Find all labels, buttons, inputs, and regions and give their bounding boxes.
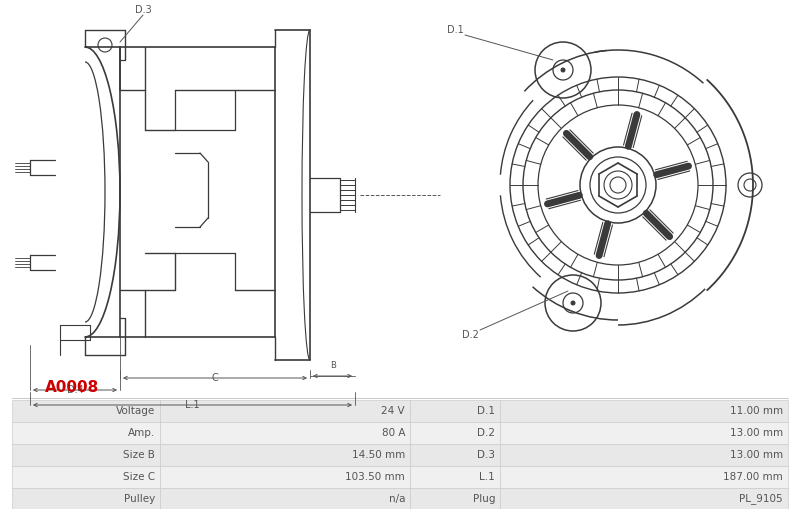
Text: B: B [330, 361, 336, 371]
Text: D.2: D.2 [477, 428, 495, 438]
Text: 24 V: 24 V [382, 406, 405, 416]
Text: Voltage: Voltage [116, 406, 155, 416]
Bar [160, 488, 410, 509]
Text: Size C: Size C [123, 472, 155, 482]
Text: 13.00 mm: 13.00 mm [730, 450, 783, 460]
Text: L.1: L.1 [479, 472, 495, 482]
Text: Size B: Size B [123, 450, 155, 460]
Text: PL_9105: PL_9105 [739, 494, 783, 504]
Text: Pulley: Pulley [124, 494, 155, 504]
Text: A0008: A0008 [45, 381, 99, 395]
Bar [12, 400, 160, 422]
Bar [500, 444, 788, 466]
Text: D.1: D.1 [446, 25, 463, 35]
Text: 13.00 mm: 13.00 mm [730, 428, 783, 438]
Bar [410, 488, 500, 509]
Text: 14.50 mm: 14.50 mm [352, 450, 405, 460]
Bar [410, 444, 500, 466]
Text: 103.50 mm: 103.50 mm [346, 472, 405, 482]
Circle shape [571, 301, 575, 305]
Text: 80 A: 80 A [382, 428, 405, 438]
Text: D.3: D.3 [134, 5, 151, 15]
Text: Plug: Plug [473, 494, 495, 504]
Text: 187.00 mm: 187.00 mm [723, 472, 783, 482]
Bar [500, 488, 788, 509]
Text: D.4: D.4 [66, 385, 83, 395]
Bar [500, 400, 788, 422]
Text: D.2: D.2 [462, 330, 478, 340]
Bar [12, 422, 160, 444]
Text: D.1: D.1 [477, 406, 495, 416]
Text: n/a: n/a [389, 494, 405, 504]
Text: D.3: D.3 [477, 450, 495, 460]
Text: C: C [212, 373, 218, 383]
Circle shape [561, 68, 565, 72]
Bar [410, 400, 500, 422]
Bar [500, 422, 788, 444]
Bar [12, 488, 160, 509]
Bar [160, 466, 410, 488]
Text: Amp.: Amp. [128, 428, 155, 438]
Text: 11.00 mm: 11.00 mm [730, 406, 783, 416]
Bar [160, 444, 410, 466]
Bar [160, 422, 410, 444]
Bar [410, 422, 500, 444]
Text: L.1: L.1 [185, 400, 199, 410]
Bar [500, 466, 788, 488]
Bar [160, 400, 410, 422]
Bar [12, 444, 160, 466]
Bar [12, 466, 160, 488]
Bar [410, 466, 500, 488]
